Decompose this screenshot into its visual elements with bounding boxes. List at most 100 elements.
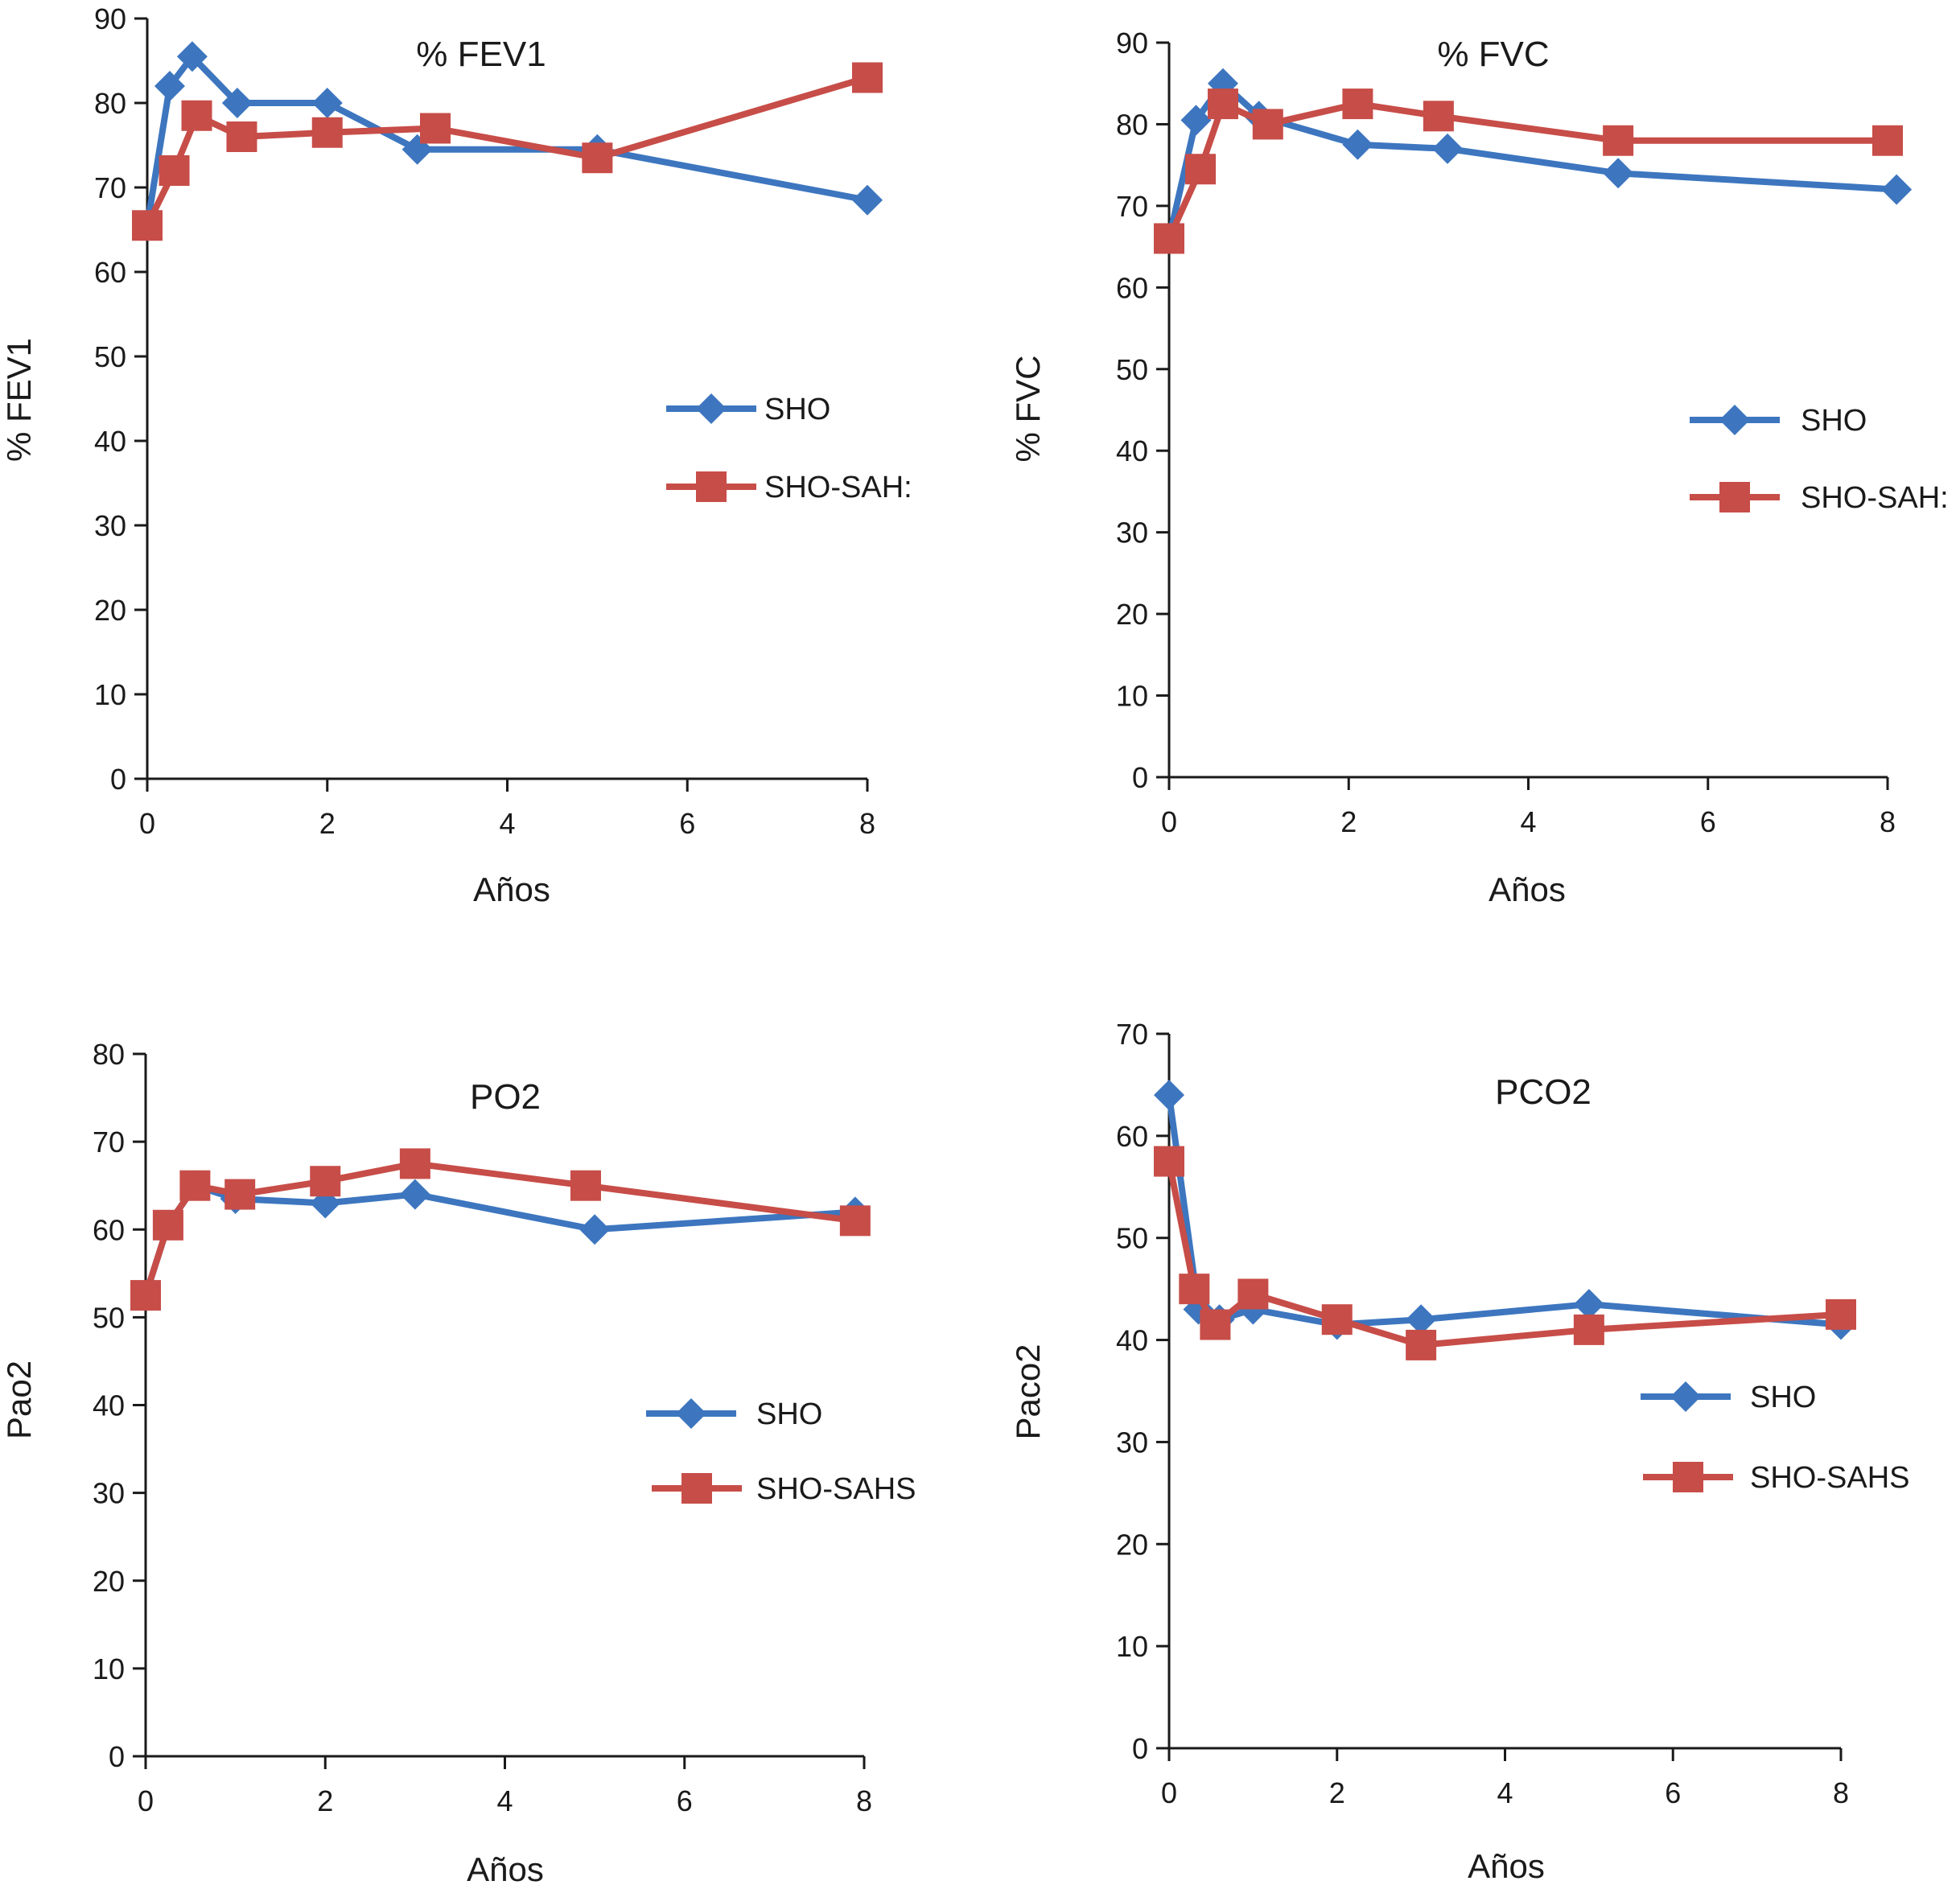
- legend-marker: [1670, 1381, 1701, 1412]
- x-tick-label: 4: [499, 807, 515, 840]
- data-point: [1603, 125, 1634, 156]
- y-tick-label: 20: [94, 594, 126, 627]
- data-point: [1321, 1304, 1353, 1335]
- legend-label: SHO-SAH:: [764, 471, 912, 504]
- legend-label: SHO-SAH:: [1801, 481, 1949, 515]
- x-axis-label: Años: [1489, 870, 1566, 908]
- data-point: [570, 1170, 601, 1201]
- y-tick-label: 0: [1132, 761, 1148, 794]
- legend-marker: [696, 471, 727, 502]
- chart-title: PCO2: [1495, 1072, 1591, 1112]
- y-tick-label: 10: [1116, 680, 1148, 713]
- y-tick-label: 50: [93, 1301, 125, 1334]
- y-tick-label: 30: [1116, 1426, 1148, 1459]
- data-point: [226, 121, 257, 152]
- y-tick-label: 50: [94, 340, 126, 373]
- data-point: [159, 155, 190, 186]
- x-tick-label: 2: [1329, 1776, 1345, 1809]
- data-point: [1200, 1309, 1231, 1340]
- data-point: [420, 113, 451, 144]
- x-tick-label: 2: [319, 807, 336, 840]
- data-point: [1406, 1304, 1437, 1335]
- data-point: [132, 210, 163, 241]
- x-tick-label: 8: [859, 807, 875, 840]
- data-point: [839, 1205, 871, 1237]
- x-tick-label: 8: [1833, 1776, 1849, 1809]
- y-tick-label: 90: [94, 2, 126, 35]
- x-tick-label: 0: [1161, 805, 1177, 838]
- y-tick-label: 80: [93, 1038, 125, 1071]
- legend-label: SHO: [764, 393, 830, 426]
- data-point: [582, 142, 613, 174]
- y-tick-label: 50: [1116, 353, 1148, 386]
- y-axis-label: Paco2: [1009, 1344, 1047, 1439]
- series-line-sahs: [1166, 1160, 1842, 1348]
- data-point: [579, 1214, 611, 1245]
- data-point: [1154, 1080, 1184, 1111]
- data-point: [1881, 174, 1913, 205]
- legend-marker: [681, 1473, 712, 1504]
- data-point: [1237, 1278, 1269, 1310]
- y-tick-label: 0: [109, 1740, 125, 1773]
- data-point: [181, 100, 212, 131]
- data-point: [154, 71, 185, 101]
- x-tick-label: 4: [496, 1784, 513, 1817]
- x-axis-label: Años: [473, 870, 550, 908]
- data-point: [152, 1209, 183, 1241]
- y-tick-label: 50: [1116, 1222, 1148, 1255]
- x-tick-label: 6: [679, 807, 695, 840]
- x-tick-label: 6: [1700, 805, 1716, 838]
- y-tick-label: 80: [94, 87, 126, 120]
- series-line-sho: [1166, 80, 1897, 240]
- data-point: [1342, 129, 1373, 160]
- data-point: [1603, 158, 1634, 189]
- data-point: [399, 1179, 430, 1210]
- chart-po2: 0 10 20 30 40 50 60 70 80 0 2 4 6 8 PO2 Años Pao2 SHO SHO-…: [0, 1038, 916, 1888]
- y-tick-label: 70: [1116, 190, 1148, 223]
- data-point: [1406, 1329, 1437, 1360]
- chart-fvc: 0 10 20 30 40 50 60 70 80 90 0 2 4 6 8 % FVC Años % FVC SH…: [1009, 27, 1949, 908]
- y-tick-label: 30: [1116, 516, 1148, 549]
- x-tick-label: 0: [138, 1784, 154, 1817]
- legend-label: SHO-SAHS: [1750, 1461, 1909, 1495]
- x-axis-label: Años: [1468, 1847, 1545, 1885]
- y-tick-label: 20: [1116, 1528, 1148, 1561]
- data-point: [310, 1166, 341, 1197]
- y-tick-label: 30: [93, 1477, 125, 1510]
- x-tick-label: 6: [1665, 1776, 1681, 1809]
- y-tick-label: 30: [94, 509, 126, 542]
- y-tick-label: 40: [1116, 434, 1148, 467]
- legend-marker: [1719, 482, 1750, 512]
- y-tick-label: 70: [93, 1126, 125, 1159]
- chart-title: PO2: [470, 1077, 541, 1117]
- data-point: [1423, 101, 1454, 132]
- data-point: [224, 1179, 256, 1210]
- y-tick-label: 60: [1116, 271, 1148, 304]
- y-tick-label: 20: [93, 1565, 125, 1598]
- data-point: [1179, 1274, 1210, 1305]
- series-line-sho: [1166, 1094, 1842, 1328]
- data-point: [176, 41, 208, 72]
- data-point: [852, 62, 883, 93]
- data-point: [1154, 223, 1184, 254]
- y-tick-label: 60: [93, 1213, 125, 1246]
- data-point: [1154, 1146, 1184, 1177]
- y-tick-label: 0: [110, 763, 126, 796]
- data-point: [179, 1170, 211, 1201]
- y-axis-label: % FVC: [1009, 355, 1047, 462]
- data-point: [1207, 88, 1238, 120]
- x-axis-label: Años: [467, 1850, 544, 1888]
- legend-label: SHO: [1801, 404, 1867, 438]
- y-tick-label: 70: [1116, 1018, 1148, 1051]
- data-point: [1573, 1314, 1604, 1345]
- y-tick-label: 40: [93, 1389, 125, 1422]
- y-tick-label: 40: [94, 425, 126, 458]
- y-tick-label: 10: [94, 678, 126, 711]
- x-tick-label: 4: [1520, 805, 1536, 838]
- x-tick-label: 8: [856, 1784, 872, 1817]
- data-point: [1432, 133, 1464, 164]
- data-point: [311, 117, 343, 148]
- y-tick-label: 90: [1116, 27, 1148, 60]
- x-tick-label: 8: [1880, 805, 1896, 838]
